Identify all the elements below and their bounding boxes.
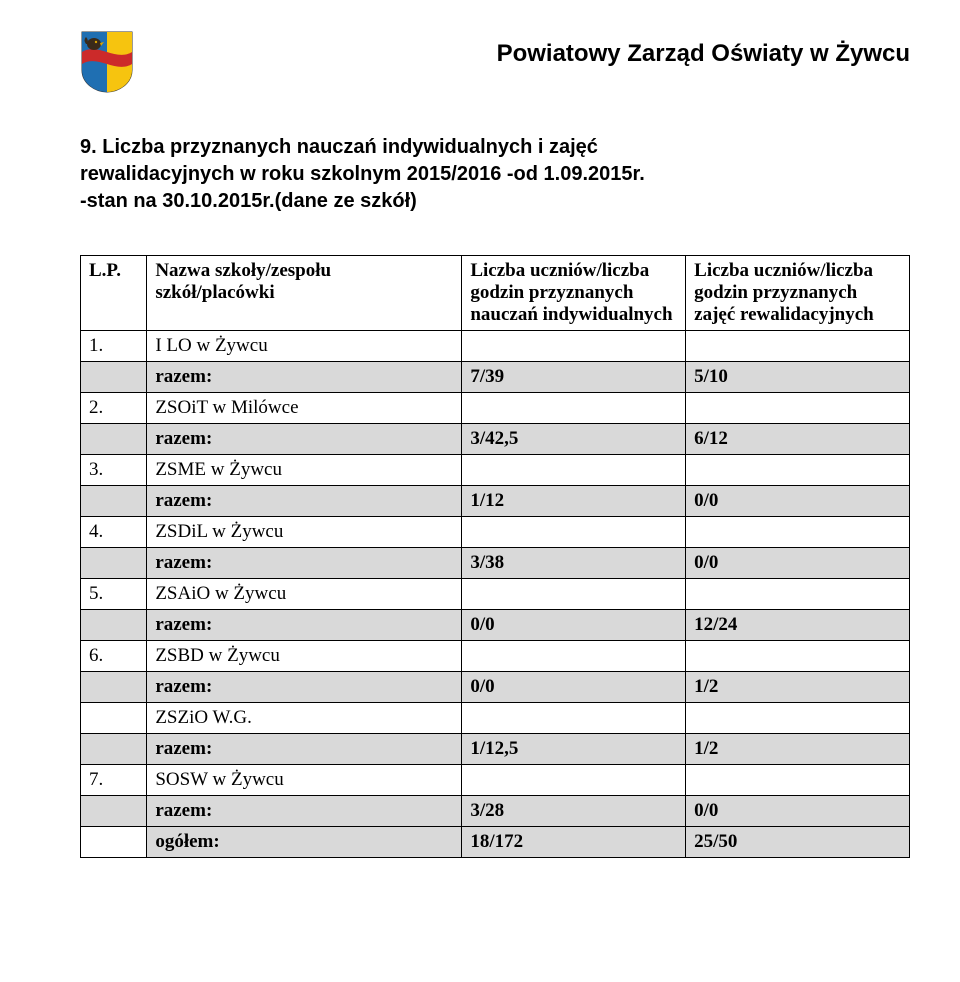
org-title: Powiatowy Zarząd Oświaty w Żywcu [154,40,910,68]
table-sum-row: razem:3/380/0 [81,548,910,579]
data-table: L.P. Nazwa szkoły/zespołu szkół/placówki… [80,255,910,858]
table-row: 5.ZSAiO w Żywcu [81,579,910,610]
crest-icon [80,30,134,94]
lp-blank-cell [81,827,147,858]
value-b-cell [686,765,910,796]
lp-blank-cell [81,486,147,517]
sum-a-cell: 1/12 [462,486,686,517]
lp-cell: 3. [81,455,147,486]
section-heading: 9. Liczba przyznanych nauczań indywidual… [80,134,910,215]
table-sum-row: razem:0/01/2 [81,672,910,703]
sum-b-cell: 0/0 [686,796,910,827]
table-sum-row: razem:3/280/0 [81,796,910,827]
value-a-cell [462,641,686,672]
lp-blank-cell [81,424,147,455]
table-row: 4.ZSDiL w Żywcu [81,517,910,548]
name-cell: ZSBD w Żywcu [147,641,462,672]
sum-a-cell: 1/12,5 [462,734,686,765]
sum-b-cell: 5/10 [686,362,910,393]
lp-blank-cell [81,672,147,703]
table-header-row: L.P. Nazwa szkoły/zespołu szkół/placówki… [81,256,910,331]
table-sum-row: razem:1/12,51/2 [81,734,910,765]
name-cell: ZSAiO w Żywcu [147,579,462,610]
table-total-row: ogółem:18/17225/50 [81,827,910,858]
lp-blank-cell [81,362,147,393]
value-b-cell [686,703,910,734]
sum-b-cell: 12/24 [686,610,910,641]
total-b-cell: 25/50 [686,827,910,858]
table-sum-row: razem:3/42,56/12 [81,424,910,455]
name-cell: ZSZiO W.G. [147,703,462,734]
total-label-cell: ogółem: [147,827,462,858]
sum-a-cell: 3/42,5 [462,424,686,455]
sum-a-cell: 0/0 [462,672,686,703]
lp-cell: 2. [81,393,147,424]
sum-label-cell: razem: [147,796,462,827]
table-row: ZSZiO W.G. [81,703,910,734]
lp-cell: 6. [81,641,147,672]
total-a-cell: 18/172 [462,827,686,858]
value-a-cell [462,765,686,796]
name-cell: ZSOiT w Milówce [147,393,462,424]
value-a-cell [462,703,686,734]
value-b-cell [686,393,910,424]
page-header: Powiatowy Zarząd Oświaty w Żywcu [80,30,910,94]
sum-label-cell: razem: [147,548,462,579]
table-row: 1.I LO w Żywcu [81,331,910,362]
heading-line-3: -stan na 30.10.2015r.(dane ze szkół) [80,190,417,212]
lp-blank-cell [81,734,147,765]
sum-label-cell: razem: [147,486,462,517]
sum-label-cell: razem: [147,362,462,393]
heading-line-2: rewalidacyjnych w roku szkolnym 2015/201… [80,163,645,185]
sum-b-cell: 6/12 [686,424,910,455]
col-header-name: Nazwa szkoły/zespołu szkół/placówki [147,256,462,331]
value-b-cell [686,331,910,362]
lp-cell: 5. [81,579,147,610]
sum-b-cell: 0/0 [686,486,910,517]
value-a-cell [462,579,686,610]
name-cell: ZSDiL w Żywcu [147,517,462,548]
sum-label-cell: razem: [147,672,462,703]
value-a-cell [462,393,686,424]
value-a-cell [462,517,686,548]
table-row: 2.ZSOiT w Milówce [81,393,910,424]
name-cell: I LO w Żywcu [147,331,462,362]
table-row: 7.SOSW w Żywcu [81,765,910,796]
lp-cell [81,703,147,734]
lp-cell: 1. [81,331,147,362]
value-a-cell [462,331,686,362]
value-b-cell [686,517,910,548]
lp-cell: 4. [81,517,147,548]
lp-blank-cell [81,610,147,641]
table-sum-row: razem:1/120/0 [81,486,910,517]
sum-a-cell: 0/0 [462,610,686,641]
value-b-cell [686,641,910,672]
value-a-cell [462,455,686,486]
lp-blank-cell [81,548,147,579]
table-row: 6.ZSBD w Żywcu [81,641,910,672]
sum-label-cell: razem: [147,610,462,641]
name-cell: ZSME w Żywcu [147,455,462,486]
table-sum-row: razem:0/012/24 [81,610,910,641]
col-header-b: Liczba uczniów/liczba godzin przyznanych… [686,256,910,331]
col-header-a: Liczba uczniów/liczba godzin przyznanych… [462,256,686,331]
sum-b-cell: 0/0 [686,548,910,579]
table-sum-row: razem:7/395/10 [81,362,910,393]
sum-a-cell: 3/28 [462,796,686,827]
col-header-lp: L.P. [81,256,147,331]
sum-a-cell: 7/39 [462,362,686,393]
heading-line-1: 9. Liczba przyznanych nauczań indywidual… [80,136,598,158]
sum-label-cell: razem: [147,734,462,765]
sum-b-cell: 1/2 [686,734,910,765]
lp-cell: 7. [81,765,147,796]
value-b-cell [686,455,910,486]
lp-blank-cell [81,796,147,827]
sum-a-cell: 3/38 [462,548,686,579]
name-cell: SOSW w Żywcu [147,765,462,796]
value-b-cell [686,579,910,610]
sum-label-cell: razem: [147,424,462,455]
sum-b-cell: 1/2 [686,672,910,703]
table-row: 3.ZSME w Żywcu [81,455,910,486]
